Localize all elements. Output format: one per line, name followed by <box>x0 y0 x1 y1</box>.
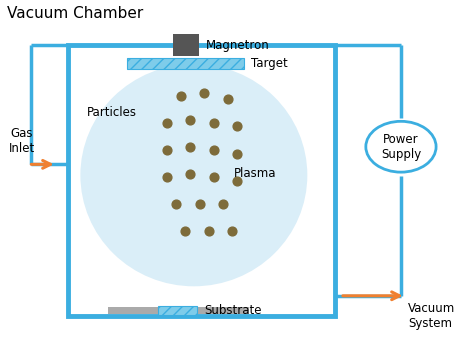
Text: Substrate: Substrate <box>204 304 262 317</box>
Point <box>233 151 241 156</box>
Point <box>228 229 236 234</box>
Point <box>177 93 184 99</box>
Point <box>210 120 218 126</box>
Text: Vacuum
System: Vacuum System <box>408 302 455 330</box>
Point <box>224 97 231 102</box>
Point <box>163 174 171 180</box>
Point <box>182 229 189 234</box>
Text: Magnetron: Magnetron <box>206 39 270 52</box>
Text: Gas
Inlet: Gas Inlet <box>9 127 35 155</box>
Bar <box>109 307 249 315</box>
Point <box>201 90 208 95</box>
Point <box>210 147 218 153</box>
Point <box>173 202 180 207</box>
Point <box>210 174 218 180</box>
Point <box>186 117 194 122</box>
Point <box>205 229 213 234</box>
Point <box>186 144 194 149</box>
Point <box>219 202 227 207</box>
Text: Power
Supply: Power Supply <box>381 133 421 161</box>
Text: Vacuum Chamber: Vacuum Chamber <box>8 6 144 21</box>
Text: Plasma: Plasma <box>234 167 276 180</box>
Bar <box>128 58 245 69</box>
Bar <box>173 34 199 56</box>
Circle shape <box>366 121 436 172</box>
Point <box>186 171 194 176</box>
Point <box>163 120 171 126</box>
Bar <box>68 45 336 316</box>
Point <box>233 178 241 183</box>
Text: Target: Target <box>251 57 288 70</box>
Point <box>196 202 203 207</box>
Point <box>233 124 241 129</box>
Text: Particles: Particles <box>87 106 137 119</box>
Bar <box>157 306 197 316</box>
Ellipse shape <box>81 64 307 286</box>
Point <box>163 147 171 153</box>
